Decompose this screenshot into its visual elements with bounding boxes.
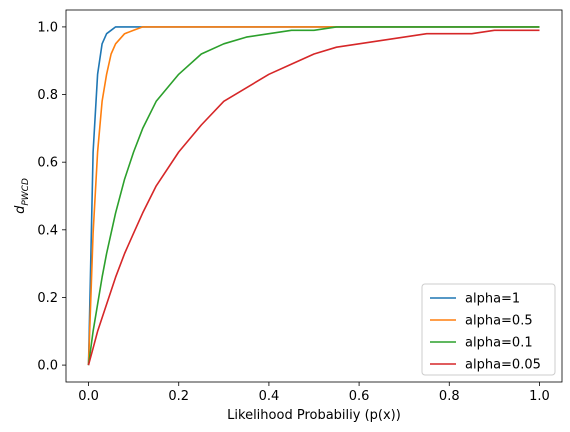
axis-ticks: 0.0 0.2 0.4 0.6 0.8 1.0 0.0 0.2 0.4 0.6 0.8 1.0: [37, 20, 549, 404]
y-tick-label: 0.4: [37, 223, 58, 238]
x-tick-label: 0.2: [168, 389, 189, 404]
x-axis-label: Likelihood Probabiliy (p(x)): [227, 408, 401, 423]
x-tick-label: 0.6: [349, 389, 370, 404]
legend-label-2: alpha=0.1: [465, 336, 533, 351]
x-tick-label: 0.4: [259, 389, 280, 404]
x-tick-label: 0.8: [439, 389, 460, 404]
series-line-2: [87, 26, 540, 366]
y-tick-label: 0.8: [37, 88, 58, 103]
x-tick-label: 0.0: [78, 389, 99, 404]
y-axis-label: dPWCD: [13, 178, 31, 214]
x-tick-label: 1.0: [529, 389, 550, 404]
series-lines: [87, 26, 540, 366]
legend: alpha=1 alpha=0.5 alpha=0.1 alpha=0.05: [421, 283, 556, 376]
y-tick-label: 0.2: [37, 291, 58, 306]
legend-label-3: alpha=0.05: [465, 358, 541, 373]
y-tick-label: 0.6: [37, 156, 58, 171]
y-tick-label: 1.0: [37, 20, 58, 35]
plot-frame: [65, 9, 563, 383]
legend-label-0: alpha=1: [465, 292, 520, 307]
legend-label-1: alpha=0.5: [465, 314, 533, 329]
legend-box: [421, 283, 556, 376]
series-line-3: [87, 29, 540, 366]
y-tick-label: 0.0: [37, 359, 58, 374]
